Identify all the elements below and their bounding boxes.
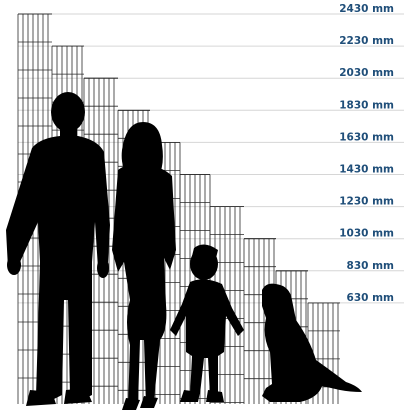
height-label-1030: 1030 mm [339,228,394,240]
height-label-630: 630 mm [347,292,395,304]
man-silhouette [6,92,110,406]
height-label-1830: 1830 mm [339,99,394,111]
height-label-2230: 2230 mm [339,35,394,47]
height-label-2430: 2430 mm [339,3,394,15]
height-label-2030: 2030 mm [339,67,394,79]
height-label-1430: 1430 mm [339,163,394,175]
child-silhouette [170,244,244,402]
height-label-830: 830 mm [347,260,395,272]
height-label-1630: 1630 mm [339,131,394,143]
height-label-1230: 1230 mm [339,196,394,208]
silhouettes [6,92,362,410]
woman-silhouette [112,122,176,410]
dog-silhouette [262,283,362,402]
height-labels: 2430 mm 2230 mm 2030 mm 1830 mm 1630 mm 1430 … [339,3,394,304]
